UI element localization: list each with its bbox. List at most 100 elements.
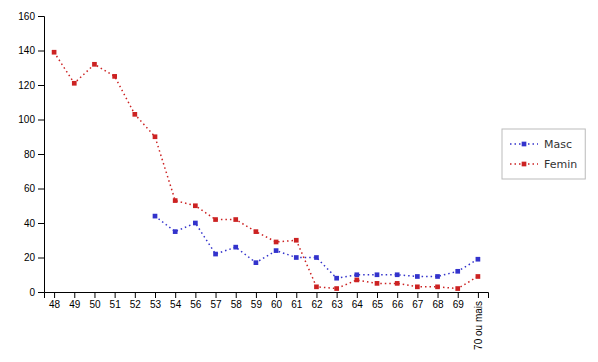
- legend-label: Femin: [544, 158, 577, 171]
- x-tick-mark: [135, 292, 136, 298]
- y-axis: 020406080100120140160: [18, 11, 44, 298]
- x-tick: 51: [110, 292, 122, 310]
- x-tick-mark: [54, 292, 55, 298]
- x-tick: 54: [170, 292, 182, 310]
- legend-item: Masc: [510, 138, 572, 151]
- series-markers: [153, 214, 481, 281]
- marks: [52, 50, 481, 291]
- y-tick: 140: [18, 45, 44, 56]
- x-tick-mark: [175, 292, 176, 298]
- x-tick-label: 63: [332, 299, 344, 310]
- x-tick-label: 58: [231, 299, 243, 310]
- legend-frame: [502, 129, 585, 179]
- x-tick-label: 62: [311, 299, 323, 310]
- x-tick: 59: [251, 292, 263, 310]
- x-tick: 60: [271, 292, 283, 310]
- x-tick-label: 68: [432, 299, 444, 310]
- point: [254, 260, 259, 265]
- x-tick: 48: [49, 292, 61, 310]
- point: [375, 272, 380, 277]
- plot: 0204060801001201401604849505152535456575…: [18, 11, 488, 350]
- y-tick: 100: [18, 114, 44, 125]
- x-tick: 50: [89, 292, 101, 310]
- x-tick-label: 64: [352, 299, 364, 310]
- x-tick-mark: [155, 292, 156, 298]
- x-tick-label: 57: [210, 299, 222, 310]
- x-tick-label: 65: [372, 299, 384, 310]
- series-line: [54, 52, 478, 288]
- point: [153, 134, 158, 139]
- x-tick: 57: [210, 292, 222, 310]
- x-tick-mark: [337, 292, 338, 298]
- y-axis-line: [38, 17, 45, 293]
- point: [193, 221, 198, 226]
- y-tick-mark: [38, 120, 44, 121]
- y-tick: 160: [18, 11, 44, 22]
- point: [435, 274, 440, 279]
- y-tick: 20: [24, 252, 44, 263]
- y-tick-mark: [38, 258, 44, 259]
- y-tick-label: 80: [24, 149, 36, 160]
- x-tick: 63: [332, 292, 344, 310]
- y-tick: 60: [24, 183, 44, 194]
- x-tick-label: 70 ou mais: [473, 301, 484, 350]
- point: [233, 217, 238, 222]
- x-tick: 52: [130, 292, 142, 310]
- x-tick: 69: [453, 292, 465, 310]
- point: [173, 229, 178, 234]
- point: [395, 272, 400, 277]
- y-tick: 40: [24, 218, 44, 229]
- point: [52, 50, 57, 55]
- x-tick-label: 52: [130, 299, 142, 310]
- x-tick-label: 67: [412, 299, 424, 310]
- point: [455, 286, 460, 291]
- y-tick-mark: [38, 292, 44, 293]
- x-tick-mark: [417, 292, 418, 298]
- y-tick: 0: [29, 287, 44, 298]
- x-tick-label: 69: [453, 299, 465, 310]
- y-tick-mark: [38, 16, 44, 17]
- y-tick-label: 60: [24, 183, 36, 194]
- point: [476, 274, 481, 279]
- point: [213, 217, 218, 222]
- point: [455, 269, 460, 274]
- legend-item: Femin: [510, 158, 577, 171]
- point: [314, 255, 319, 260]
- point: [294, 255, 299, 260]
- x-axis: 48 49 50 51 52 53 54 56 57 58 59 60 61 62 63 64 65 66 67 68…: [45, 292, 489, 350]
- point: [213, 252, 218, 257]
- x-tick-label: 53: [150, 299, 162, 310]
- x-tick-label: 61: [291, 299, 303, 310]
- x-tick-mark: [296, 292, 297, 298]
- x-axis-line: [45, 293, 489, 299]
- x-tick: 56: [190, 292, 202, 310]
- y-tick-label: 160: [18, 11, 35, 22]
- legend: Masc Femin: [502, 129, 585, 179]
- y-tick-label: 100: [18, 114, 35, 125]
- point: [233, 245, 238, 250]
- x-tick: 68: [432, 292, 444, 310]
- legend-marker: [522, 142, 527, 147]
- x-tick: 65: [372, 292, 384, 310]
- x-tick-label: 54: [170, 299, 182, 310]
- chart: 0204060801001201401604849505152535456575…: [0, 0, 598, 362]
- x-tick-mark: [195, 292, 196, 298]
- point: [435, 284, 440, 289]
- x-tick-label: 49: [69, 299, 81, 310]
- x-tick-label: 50: [89, 299, 101, 310]
- point: [294, 238, 299, 243]
- point: [354, 278, 359, 283]
- x-tick-label: 48: [49, 299, 61, 310]
- point: [254, 229, 259, 234]
- legend-marker: [522, 162, 527, 167]
- x-tick-label: 66: [392, 299, 404, 310]
- x-tick-mark: [256, 292, 257, 298]
- x-tick: 53: [150, 292, 162, 310]
- x-tick-label: 51: [110, 299, 122, 310]
- x-tick-mark: [458, 292, 459, 298]
- point: [132, 112, 137, 117]
- x-tick-mark: [478, 292, 479, 298]
- point: [334, 286, 339, 291]
- point: [476, 257, 481, 262]
- x-tick-mark: [276, 292, 277, 298]
